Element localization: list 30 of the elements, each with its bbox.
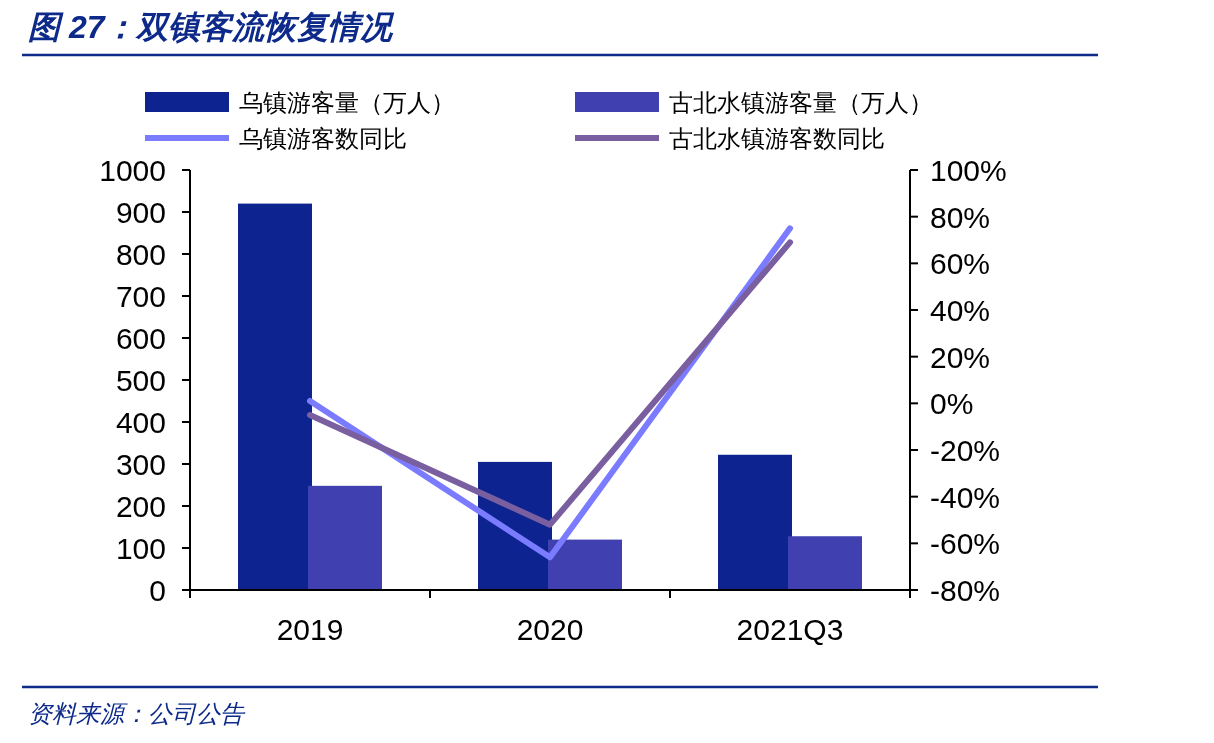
y-tick-label: 300	[115, 448, 166, 481]
y-tick-label: 700	[115, 280, 166, 313]
legend-label: 古北水镇游客量（万人）	[669, 89, 933, 116]
y-tick-label: 400	[115, 406, 166, 439]
title: 图 27：双镇客流恢复情况	[28, 9, 393, 45]
y-tick-label: 1000	[99, 154, 166, 187]
x-tick-label: 2021Q3	[736, 613, 844, 646]
y-tick-label: 900	[115, 196, 166, 229]
y-tick-label: 200	[115, 490, 166, 523]
y-tick-label: 600	[115, 322, 166, 355]
y-tick-label: 800	[115, 238, 166, 271]
y2-tick-label: -20%	[930, 434, 1001, 467]
y-tick-label: 100	[115, 532, 166, 565]
y2-tick-label: 20%	[930, 340, 991, 374]
y2-tick-label: 100%	[930, 154, 1007, 187]
legend-label: 乌镇游客量（万人）	[239, 89, 455, 116]
y2-tick-label: 60%	[930, 247, 991, 281]
y2-tick-label: 80%	[930, 200, 991, 234]
y2-tick-label: -80%	[930, 574, 1001, 607]
legend-label: 乌镇游客数同比	[239, 125, 407, 152]
x-tick-label: 2019	[276, 613, 344, 646]
annotation: 资料来源：公司公告	[28, 700, 244, 727]
y2-tick-label: 0%	[930, 387, 974, 421]
y-tick-label: 500	[115, 364, 166, 397]
y-tick-label: 0	[149, 574, 166, 607]
legend-label: 古北水镇游客数同比	[669, 125, 885, 152]
x-tick-label: 2020	[516, 613, 584, 646]
y2-tick-label: -60%	[930, 527, 1001, 561]
y2-tick-label: -40%	[930, 480, 1001, 514]
y2-tick-label: 40%	[930, 294, 991, 327]
